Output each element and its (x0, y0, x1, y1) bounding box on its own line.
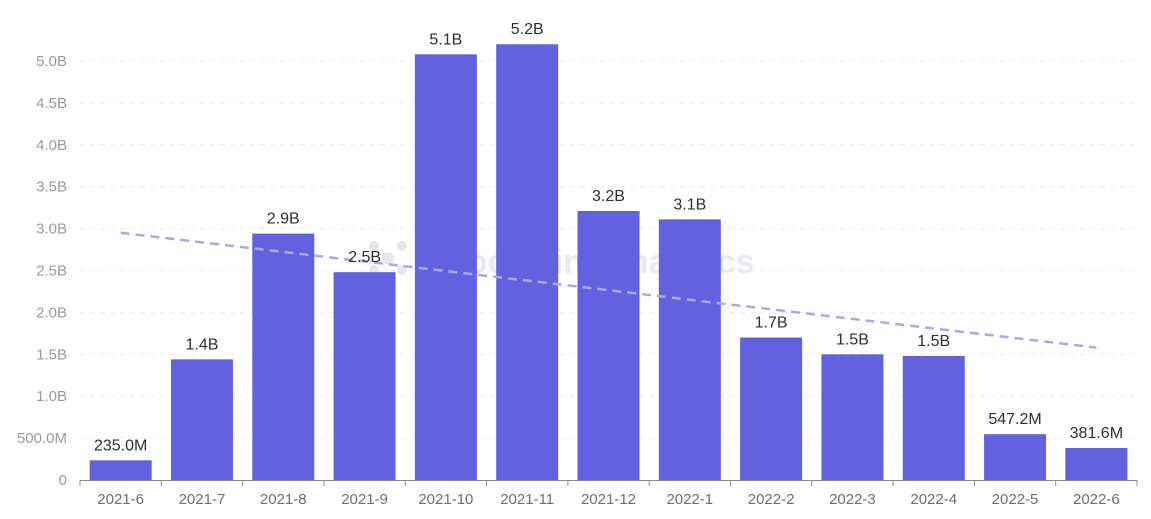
bar (414, 54, 477, 481)
bar-value-label: 1.5B (917, 333, 950, 350)
trendline-path (120, 231, 1097, 349)
bar-value-label: 1.5B (836, 331, 869, 348)
bar (333, 272, 396, 480)
bar-value-label: 1.4B (186, 336, 219, 353)
data-labels: 235.0M 1.4B 2.9B 2.5B 5.1B 5.2B 3.2B 3.1B 1.7B 1.… (94, 21, 1123, 454)
bar-value-label: 1.7B (755, 315, 788, 332)
bar (821, 354, 884, 480)
bar (496, 44, 559, 481)
y-tick-label: 3.5B (36, 179, 67, 196)
x-tick-label: 2022-2 (748, 491, 795, 508)
x-tick-label: 2022-1 (666, 491, 713, 508)
x-tick-label: 2022-3 (829, 491, 876, 508)
y-tick-label: 2.5B (36, 263, 67, 280)
y-tick-label: 1.0B (36, 388, 67, 405)
y-tick-label: 3.0B (36, 221, 67, 238)
x-tick-label: 2022-6 (1073, 491, 1120, 508)
x-tick-label: 2021-11 (500, 491, 554, 508)
bar-value-label: 3.2B (592, 188, 625, 205)
bar (170, 359, 233, 480)
bar (740, 337, 803, 480)
bar-value-label: 2.5B (348, 249, 381, 266)
bar-value-label: 3.1B (673, 196, 706, 213)
y-tick-label: 4.0B (36, 137, 67, 154)
bars (89, 44, 1128, 481)
y-tick-label: 1.5B (36, 346, 67, 363)
bar-value-label: 5.1B (429, 31, 462, 48)
bar-value-label: 381.6M (1070, 425, 1123, 442)
bar-value-label: 547.2M (988, 411, 1041, 428)
x-tick-label: 2021-10 (418, 491, 473, 508)
x-tick-label: 2022-5 (992, 491, 1039, 508)
bar (252, 233, 315, 480)
bar (902, 355, 965, 480)
y-tick-label: 500.0M (17, 430, 67, 447)
bar (89, 460, 152, 480)
bar (984, 434, 1047, 480)
y-tick-label: 0 (59, 472, 67, 489)
bar-value-label: 2.9B (267, 211, 300, 228)
y-tick-label: 5.0B (36, 53, 67, 70)
bar-value-label: 235.0M (94, 437, 147, 454)
bar (577, 211, 640, 480)
x-tick-label: 2021-8 (260, 491, 307, 508)
y-tick-label: 4.5B (36, 95, 67, 112)
x-tick-label: 2022-4 (910, 491, 957, 508)
x-tick-label: 2021-6 (97, 491, 144, 508)
trendline (120, 231, 1097, 349)
bar (658, 219, 721, 480)
axes: 0 500.0M 1.0B 1.5B 2.0B 2.5B 3.0B 3.5B 4.0B 4.5B 5… (17, 53, 1138, 508)
y-tick-label: 2.0B (36, 304, 67, 321)
bar (1065, 448, 1128, 480)
x-tick-label: 2021-12 (581, 491, 636, 508)
bar-value-label: 5.2B (511, 21, 544, 38)
x-tick-label: 2021-9 (341, 491, 388, 508)
x-tick-label: 2021-7 (179, 491, 226, 508)
